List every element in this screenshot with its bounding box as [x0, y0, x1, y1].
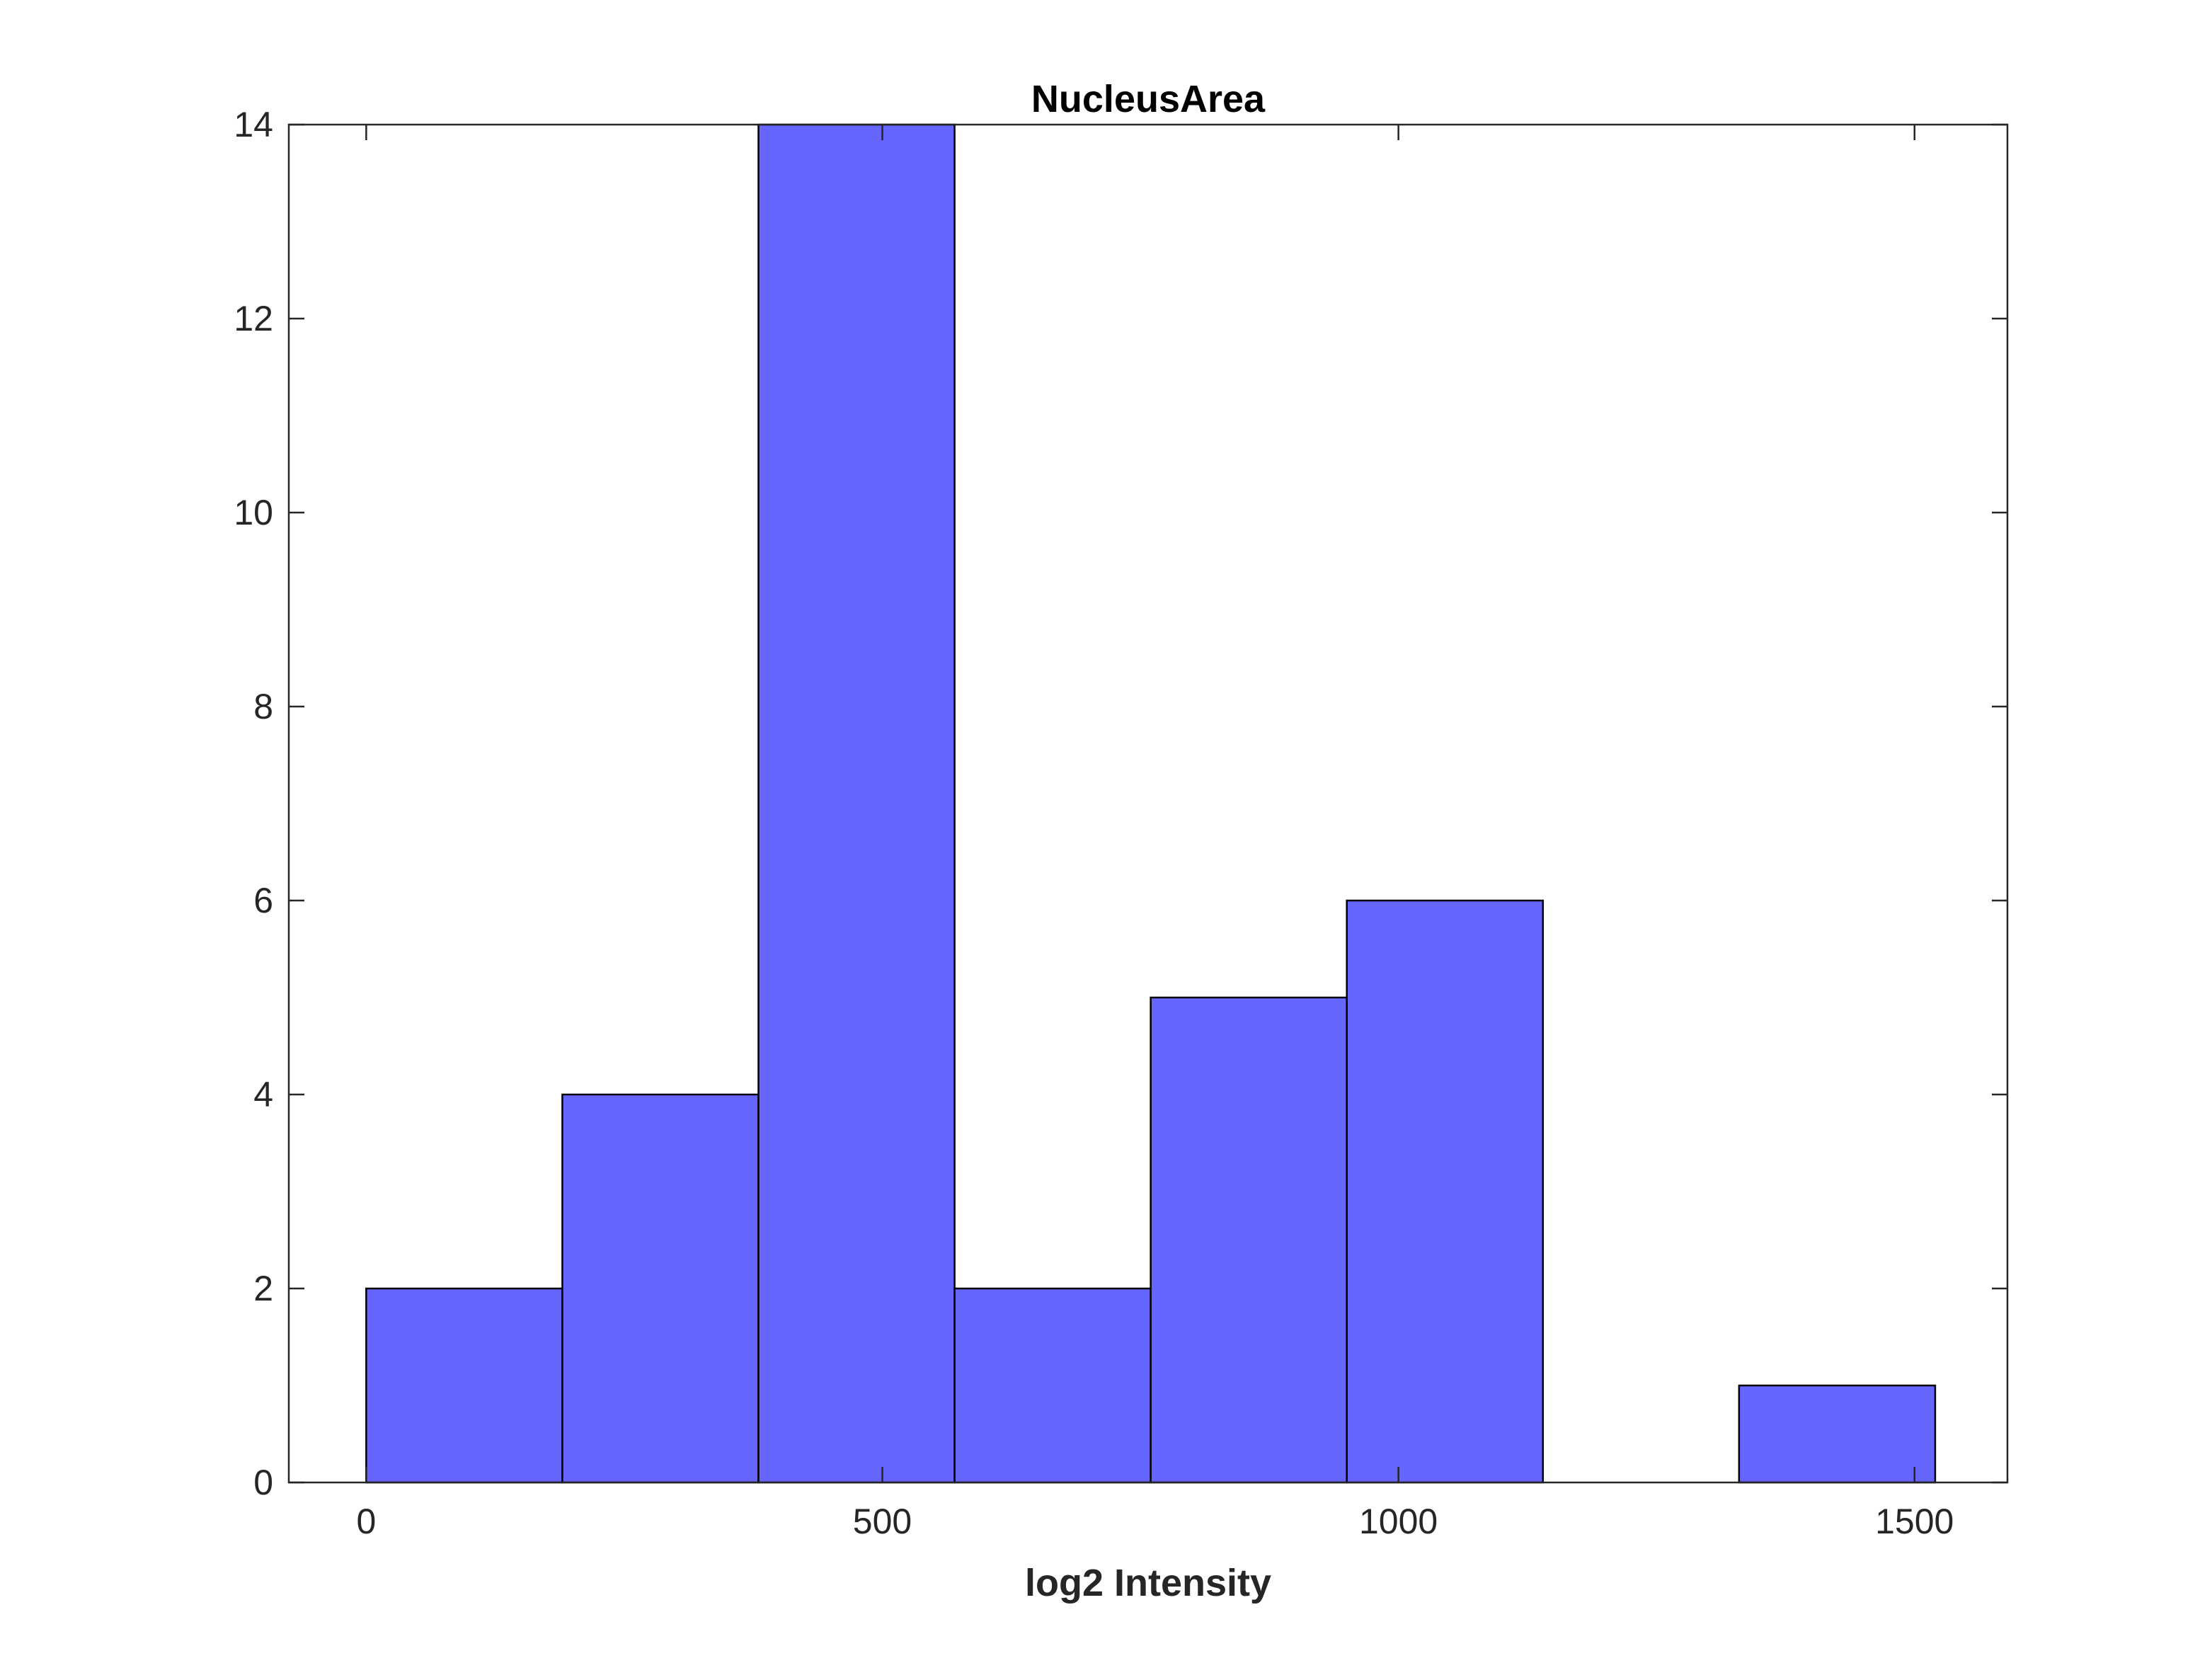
y-tick-label: 0 [253, 1463, 273, 1502]
x-tick-label: 500 [853, 1502, 912, 1541]
histogram-bar [757, 123, 956, 1484]
y-tick-label: 14 [234, 105, 273, 144]
x-tick-label: 1500 [1875, 1502, 1954, 1541]
axes-group [287, 123, 2009, 1484]
y-tick-label: 12 [234, 299, 273, 338]
histogram-bar [1738, 1384, 1937, 1484]
histogram-bar [1346, 899, 1545, 1484]
axes-box [287, 123, 2009, 1484]
histogram-bar [365, 1287, 563, 1484]
y-tick-label: 4 [253, 1075, 273, 1114]
histogram-bar [561, 1093, 760, 1484]
y-tick-label: 6 [253, 881, 273, 920]
bars-group [365, 123, 1937, 1484]
histogram-bar [953, 1287, 1152, 1484]
y-tick-label: 10 [234, 493, 273, 532]
x-axis-label: log2 Intensity [1025, 1562, 1271, 1604]
ticks-group: 0 500 1000 1500 0 2 4 6 8 10 12 14 [234, 105, 2007, 1541]
x-tick-label: 0 [356, 1502, 376, 1541]
chart-title: NucleusArea [1031, 78, 1266, 120]
x-tick-label: 1000 [1359, 1502, 1438, 1541]
histogram-bar [1150, 996, 1348, 1484]
y-tick-label: 2 [253, 1269, 273, 1308]
y-tick-label: 8 [253, 687, 273, 726]
